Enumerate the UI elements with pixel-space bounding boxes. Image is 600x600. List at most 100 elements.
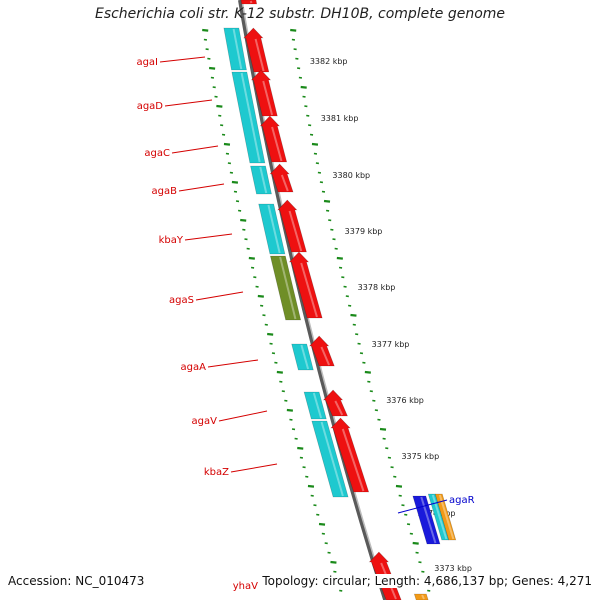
- gene-block-orange-shade: [438, 494, 455, 540]
- scale-label: 3376 kbp: [386, 396, 424, 405]
- scale-tick-mark: [300, 85, 307, 89]
- inner-tick-mark: [231, 180, 239, 184]
- scale-label: 3373 kbp: [434, 564, 472, 573]
- gene-block-cyan: [291, 343, 314, 371]
- gene-arrow-red: [288, 251, 323, 319]
- gene-label-agaV: agaV: [192, 416, 218, 427]
- scale-label: 3381 kbp: [321, 114, 359, 123]
- inner-tick-mark: [223, 142, 231, 146]
- inner-tick-mark: [202, 28, 209, 32]
- gene-block-cyan-small-shade: [431, 494, 448, 540]
- gene-arrow-red: [269, 163, 294, 193]
- genome-summary: Topology: circular; Length: 4,686,137 bp…: [260, 574, 592, 588]
- gene-leader-agaC: [171, 145, 219, 154]
- gene-label-kbaZ: kbaZ: [204, 467, 229, 478]
- genome-title: Escherichia coli str. K-12 substr. DH10B…: [94, 6, 506, 22]
- gene-block-cyan-shade: [267, 204, 281, 254]
- scale-label: 3382 kbp: [310, 57, 348, 66]
- inner-tick-mark: [267, 332, 274, 336]
- scale-label: 3379 kbp: [345, 227, 383, 236]
- scale-tick-mark: [412, 541, 419, 545]
- gene-leader-agaI: [159, 56, 206, 63]
- gene-arrow-red: [322, 389, 348, 417]
- scale-tick-mark: [311, 142, 319, 146]
- gene-block-blue-shade: [420, 496, 437, 544]
- gene-block-cyan-shade: [240, 72, 261, 163]
- gene-block-cyan-shade: [232, 28, 243, 70]
- inner-tick-mark: [330, 560, 337, 564]
- gene-arrow-red: [277, 199, 307, 253]
- gene-arrow-red-shade: [341, 428, 365, 492]
- scale-label: 3377 kbp: [372, 340, 410, 349]
- gene-block-cyan: [223, 27, 247, 71]
- gene-block-olive: [270, 255, 302, 321]
- inner-tick-mark: [276, 370, 283, 374]
- gene-arrow-red: [259, 115, 288, 163]
- gene-leader-agaA: [207, 359, 259, 368]
- inner-tick-mark: [318, 522, 326, 526]
- gene-label-agaS: agaS: [169, 295, 194, 306]
- gene-leader-agaB: [178, 183, 225, 192]
- gene-label-yhaV: yhaV: [233, 581, 258, 592]
- inner-tick-mark: [216, 104, 223, 108]
- inner-tick-mark: [297, 446, 304, 450]
- gene-block-blue: [412, 495, 441, 545]
- scale-tick-mark: [336, 256, 343, 260]
- gene-block-cyan: [258, 203, 286, 255]
- gene-block-cyan-shade: [300, 344, 310, 370]
- gene-block-olive-shade: [279, 256, 297, 320]
- scale-tick-mark: [395, 484, 403, 488]
- gene-arrow-red-shade: [249, 0, 253, 4]
- scale-tick-mark: [364, 370, 371, 374]
- gene-leader-agaS: [195, 291, 244, 301]
- inner-tick-mark: [286, 408, 293, 412]
- gene-label-agaR: agaR: [449, 495, 475, 506]
- gene-arrow-red-shade: [280, 174, 289, 192]
- gene-leader-agaV: [218, 410, 268, 422]
- gene-block-cyan-shade: [312, 392, 323, 419]
- gene-arrow-red: [330, 417, 370, 493]
- gene-block-orange-bottom: [413, 593, 429, 600]
- gene-block-cyan: [231, 71, 266, 164]
- gene-arrow-red: [250, 69, 278, 117]
- gene-leader-kbaY: [184, 233, 233, 241]
- scale-label: 3380 kbp: [332, 171, 370, 180]
- gene-arrow-red-shade: [300, 262, 318, 318]
- gene-leader-agaR: [397, 499, 448, 514]
- gene-label-agaD: agaD: [137, 101, 164, 112]
- gene-label-agaB: agaB: [152, 186, 178, 197]
- scale-label: 3378 kbp: [358, 283, 396, 292]
- gene-arrow-red-shade: [288, 210, 303, 252]
- scale-tick-mark: [323, 199, 331, 203]
- gene-block-orange: [434, 493, 457, 541]
- scale-tick-mark: [350, 313, 357, 317]
- gene-label-agaC: agaC: [144, 148, 170, 159]
- inner-tick-mark: [209, 66, 216, 70]
- scale-label: 3375 kbp: [401, 452, 439, 461]
- inner-tick-mark: [248, 256, 255, 260]
- gene-block-cyan-shade: [320, 421, 344, 497]
- gene-arrow-red-shade: [271, 126, 283, 162]
- gene-arrow-red: [308, 335, 335, 367]
- gene-block-cyan: [303, 391, 327, 420]
- gene-arrow-red-shade: [262, 80, 274, 116]
- gene-label-agaA: agaA: [181, 362, 207, 373]
- gene-arrow-red: [240, 0, 258, 5]
- gene-block-cyan: [311, 420, 349, 498]
- gene-block-cyan-shade: [259, 166, 268, 194]
- gene-label-kbaY: kbaY: [159, 235, 184, 246]
- gene-arrow-red: [243, 27, 270, 73]
- inner-tick-mark: [307, 484, 315, 488]
- accession-label: Accession: NC_010473: [8, 574, 145, 588]
- inner-tick-mark: [240, 218, 247, 222]
- gene-arrow-red-shade: [334, 400, 344, 416]
- gene-leader-agaD: [164, 99, 213, 107]
- gene-arrow-red-shade: [254, 38, 265, 72]
- scale-tick-mark: [379, 427, 387, 431]
- backbone-axis: [238, 0, 388, 600]
- scale-tick-mark: [290, 28, 297, 32]
- inner-tick-mark: [257, 294, 264, 298]
- gene-arrow-red-shade: [320, 346, 330, 366]
- gene-leader-kbaZ: [230, 463, 278, 473]
